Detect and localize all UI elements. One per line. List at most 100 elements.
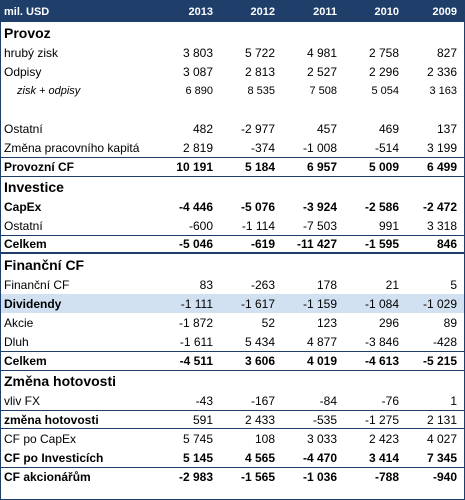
value-cell: 2 758 — [368, 45, 399, 60]
value-cell: 2 433 — [244, 412, 275, 427]
value-cell: 21 — [385, 277, 399, 292]
value-cell: 1 — [450, 393, 457, 408]
value-cell: 108 — [254, 431, 275, 446]
section-title: Investice — [1, 176, 464, 197]
value-cell: -5 215 — [422, 354, 457, 368]
value-cell: 591 — [192, 412, 213, 427]
value-cell: 7 345 — [426, 450, 457, 465]
value-cell: 5 054 — [371, 84, 399, 97]
value-cell: 2 131 — [426, 412, 457, 427]
value-cell: 5 745 — [182, 431, 213, 446]
value-cell: -84 — [319, 393, 337, 408]
value-cell: 52 — [261, 315, 275, 330]
spacer — [1, 100, 464, 119]
value-cell: 846 — [436, 237, 457, 251]
value-cell: 2 423 — [368, 431, 399, 446]
value-cell: -167 — [250, 393, 275, 408]
table-header: mil. USD 2013 2012 2011 2010 2009 — [1, 1, 464, 22]
value-cell: -2 983 — [178, 470, 213, 484]
value-cell: 3 199 — [426, 140, 457, 155]
value-cell: 6 499 — [426, 160, 457, 174]
value-cell: -1 114 — [241, 218, 275, 233]
table-row: Dividendy -1 111 -1 617 -1 159 -1 084 -1 029 — [1, 294, 464, 313]
value-cell: -76 — [381, 393, 399, 408]
value-cell: -1 611 — [179, 334, 213, 349]
row-label: Provozní CF — [4, 160, 75, 174]
value-cell: -11 427 — [296, 237, 337, 251]
value-cell: 83 — [199, 277, 213, 292]
value-cell: 827 — [436, 45, 457, 60]
table-row: Celkem -5 046 -619 -11 427 -1 595 846 — [1, 235, 464, 254]
value-cell: -3 846 — [364, 334, 399, 349]
value-cell: -788 — [374, 470, 399, 484]
row-label: Odpisy — [4, 64, 42, 79]
table-row: změna hotovosti 591 2 433 -535 -1 275 2 131 — [1, 410, 464, 429]
value-cell: 2 819 — [182, 140, 213, 155]
row-label: Finanční CF — [4, 277, 70, 292]
value-cell: 3 414 — [368, 450, 399, 465]
value-cell: 4 981 — [306, 45, 337, 60]
year-header: 2010 — [374, 5, 399, 18]
row-label: Změna pracovního kapitá — [4, 140, 140, 155]
section-title: Finanční CF — [4, 256, 85, 273]
value-cell: 5 145 — [182, 450, 213, 465]
table-row: hrubý zisk 3 803 5 722 4 981 2 758 827 — [1, 43, 464, 62]
value-cell: -619 — [250, 237, 275, 251]
value-cell: -4 446 — [178, 199, 213, 214]
value-cell: 469 — [378, 121, 399, 136]
row-label: Ostatní — [4, 121, 43, 136]
row-label: CF akcionářům — [4, 470, 91, 484]
value-cell: 137 — [436, 121, 457, 136]
value-cell: 3 606 — [244, 354, 275, 368]
value-cell: -374 — [250, 140, 275, 155]
value-cell: -1 084 — [364, 296, 399, 311]
value-cell: -7 503 — [302, 218, 337, 233]
value-cell: -535 — [312, 412, 337, 427]
value-cell: 4 027 — [426, 431, 457, 446]
value-cell: -1 617 — [240, 296, 275, 311]
value-cell: 7 508 — [309, 84, 337, 97]
table-row: Finanční CF 83 -263 178 21 5 — [1, 275, 464, 294]
value-cell: 5 434 — [244, 334, 275, 349]
row-label: změna hotovosti — [4, 412, 99, 427]
value-cell: -1 029 — [422, 296, 457, 311]
value-cell: 6 890 — [185, 84, 213, 97]
value-cell: 89 — [443, 315, 457, 330]
row-label: Celkem — [4, 237, 47, 251]
value-cell: 5 — [450, 277, 457, 292]
value-cell: -263 — [250, 277, 275, 292]
table-row: Provozní CF 10 191 5 184 6 957 5 009 6 499 — [1, 157, 464, 176]
row-label: Celkem — [4, 354, 47, 368]
value-cell: 2 336 — [426, 64, 457, 79]
row-label: vliv FX — [4, 393, 40, 408]
value-cell: 8 535 — [247, 84, 275, 97]
table-row: vliv FX -43 -167 -84 -76 1 — [1, 391, 464, 410]
unit-label: mil. USD — [4, 5, 50, 18]
value-cell: 457 — [316, 121, 337, 136]
value-cell: 4 565 — [244, 450, 275, 465]
year-header: 2013 — [188, 5, 213, 18]
value-cell: 5 184 — [244, 160, 275, 174]
table-row: Akcie -1 872 52 123 296 89 — [1, 313, 464, 332]
value-cell: 4 019 — [306, 354, 337, 368]
value-cell: 2 296 — [368, 64, 399, 79]
value-cell: 5 009 — [368, 160, 399, 174]
section-title: Změna hotovosti — [1, 370, 464, 391]
value-cell: -2 977 — [240, 121, 275, 136]
value-cell: -5 076 — [240, 199, 275, 214]
table-row: CF akcionářům -2 983 -1 565 -1 036 -788 -940 — [1, 467, 464, 486]
value-cell: 4 877 — [306, 334, 337, 349]
section-title: Provoz — [4, 24, 51, 41]
table-row: Dluh -1 611 5 434 4 877 -3 846 -428 — [1, 332, 464, 351]
table-row: Změna pracovního kapitá 2 819 -374 -1 008 -5… — [1, 138, 464, 157]
year-header: 2009 — [432, 5, 457, 18]
value-cell: -1 595 — [364, 237, 399, 251]
value-cell: 2 813 — [244, 64, 275, 79]
row-label: Akcie — [4, 315, 34, 330]
value-cell: 3 803 — [182, 45, 213, 60]
row-label: Dividendy — [4, 296, 62, 311]
value-cell: 10 191 — [176, 160, 213, 174]
value-cell: -514 — [374, 140, 399, 155]
table-row: CF po CapEx 5 745 108 3 033 2 423 4 027 — [1, 429, 464, 448]
year-header: 2011 — [313, 5, 337, 18]
